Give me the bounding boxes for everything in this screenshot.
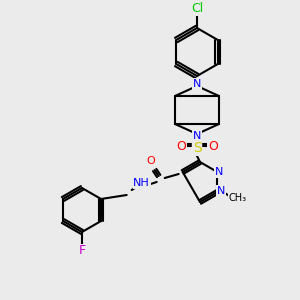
Text: N: N	[217, 186, 226, 196]
Text: O: O	[176, 140, 186, 154]
Text: NH: NH	[133, 178, 150, 188]
Text: N: N	[215, 167, 224, 177]
Text: Cl: Cl	[191, 2, 203, 16]
Text: N: N	[193, 79, 201, 89]
Text: N: N	[193, 79, 201, 89]
Text: N: N	[193, 131, 201, 141]
Text: CH₃: CH₃	[228, 193, 246, 203]
Text: O: O	[146, 156, 155, 166]
Text: S: S	[193, 141, 201, 155]
Text: O: O	[208, 140, 218, 154]
Text: F: F	[78, 244, 85, 257]
